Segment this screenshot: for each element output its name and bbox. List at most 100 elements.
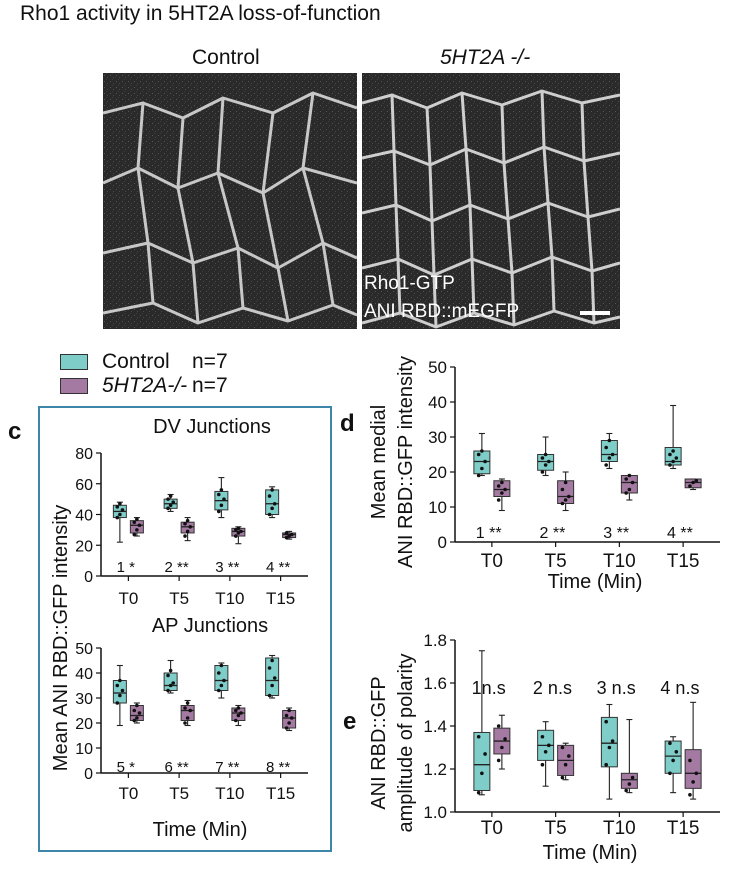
c-ap-data-point	[137, 711, 142, 715]
e-data-point	[496, 758, 501, 763]
c-dv-data-point	[168, 503, 173, 508]
d-data-point	[607, 438, 612, 443]
c-ap-significance-label: 6 **	[164, 759, 188, 776]
c-dv-data-point	[188, 525, 193, 529]
c-ap-box	[282, 710, 297, 729]
c-dv-data-point	[132, 520, 137, 524]
e-data-point	[560, 775, 565, 780]
d-significance-label: 4 **	[667, 525, 693, 542]
c-ap-data-point	[239, 711, 243, 715]
c-ap-ytick-label: 20	[75, 716, 93, 733]
e-data-point	[480, 771, 484, 776]
e-ytick-label: 1.2	[423, 760, 447, 779]
c-ap-data-point	[284, 726, 289, 730]
chart-d: 0 10 20 30 40 50 T0 1 ** T5 2 ** T10 3 ** T15 4 ** Tim…	[368, 356, 720, 593]
c-dv-ytick-label: 0	[84, 569, 93, 586]
d-data-point	[476, 452, 481, 457]
d-box	[537, 454, 555, 471]
d-category-label: T15	[667, 551, 700, 572]
c-dv-data-point	[168, 494, 173, 498]
e-data-point	[543, 750, 548, 754]
c-ap-data-point	[219, 663, 224, 668]
c-dv-data-point	[120, 508, 125, 512]
d-data-point	[668, 452, 672, 457]
e-data-point	[610, 739, 615, 743]
mutant-swatch	[60, 378, 88, 394]
c-ap-data-point	[219, 683, 224, 688]
c-dv-data-point	[166, 497, 170, 501]
d-data-point	[671, 449, 675, 453]
d-data-point	[540, 456, 545, 460]
d-data-point	[563, 480, 568, 485]
e-significance-label: 3 n.s	[597, 678, 636, 698]
e-box	[600, 716, 618, 768]
control-condition-label: Control	[192, 46, 260, 69]
c-ap-significance-label: 7 **	[215, 759, 239, 776]
d-data-point	[624, 477, 628, 481]
c-dv-data-point	[270, 488, 274, 492]
c-ap-box	[163, 672, 178, 691]
e-data-point	[604, 719, 608, 724]
chart-c-ap: 0 10 20 30 40 50 T0 5 * T5 6 ** T10 7 ** T15 8 ** AP J…	[50, 505, 308, 841]
c-ap-data-point	[236, 713, 241, 718]
c-dv-data-point	[236, 531, 241, 535]
c-ap-data-point	[115, 683, 120, 688]
mutant-condition-label: 5HT2A -/-	[440, 46, 531, 69]
e-ytick-label: 1.8	[423, 631, 447, 650]
e-box	[664, 740, 682, 774]
chart-d-y-axis-label-line2: ANI RBD::GFP intensity	[395, 356, 417, 568]
d-significance-label: 3 **	[603, 525, 629, 542]
c-ap-data-point	[168, 683, 173, 688]
c-ap-data-point	[216, 671, 221, 675]
d-data-point	[674, 456, 679, 460]
c-dv-significance-label: 4 **	[266, 559, 290, 576]
d-data-point	[476, 473, 481, 478]
c-ap-data-point	[132, 708, 137, 713]
chart-c-y-axis-label: Mean ANI RBD::GFP intensity	[50, 505, 72, 771]
c-dv-data-point	[284, 531, 289, 535]
e-data-point	[668, 741, 672, 745]
e-category-label: T5	[545, 818, 567, 839]
d-data-point	[560, 501, 565, 506]
c-ap-data-point	[188, 708, 193, 713]
legend-mutant-n: n=7	[192, 374, 228, 397]
mutant-cell-network	[362, 73, 620, 329]
e-data-point	[476, 734, 481, 739]
d-data-point	[610, 452, 615, 457]
e-data-point	[567, 754, 571, 758]
c-dv-ytick-label: 80	[75, 446, 93, 463]
d-data-point	[500, 480, 504, 485]
e-data-point	[560, 745, 565, 750]
c-ap-data-point	[118, 693, 122, 698]
c-ap-data-point	[166, 673, 170, 678]
c-ap-data-point	[267, 666, 272, 670]
d-data-point	[480, 449, 484, 453]
d-data-point	[543, 452, 548, 457]
d-data-point	[547, 459, 551, 464]
d-significance-label: 1 **	[476, 525, 502, 542]
c-dv-data-point	[137, 523, 142, 528]
d-data-point	[503, 487, 507, 492]
control-micrograph	[103, 73, 357, 329]
c-ap-data-point	[289, 716, 294, 720]
c-ap-data-point	[115, 701, 120, 705]
e-significance-label: 4 n.s	[660, 678, 699, 698]
c-ap-data-point	[222, 678, 226, 683]
d-data-point	[624, 491, 628, 495]
c-dv-ytick-label: 60	[75, 477, 93, 494]
d-ytick-label: 30	[428, 428, 447, 447]
e-ytick-label: 1.6	[423, 674, 447, 693]
d-data-point	[688, 484, 692, 488]
d-data-point	[496, 484, 501, 488]
c-dv-data-point	[287, 534, 291, 538]
c-dv-data-point	[239, 529, 243, 534]
c-ap-ytick-label: 50	[75, 641, 93, 658]
e-significance-label: 2 n.s	[533, 678, 572, 698]
legend-control-label: Control	[102, 350, 170, 373]
c-dv-data-point	[272, 501, 277, 506]
c-ap-category-label: T5	[169, 784, 189, 803]
c-ap-data-point	[216, 688, 221, 693]
e-data-point	[691, 780, 695, 784]
c-ap-data-point	[120, 688, 125, 693]
d-data-point	[604, 445, 608, 450]
